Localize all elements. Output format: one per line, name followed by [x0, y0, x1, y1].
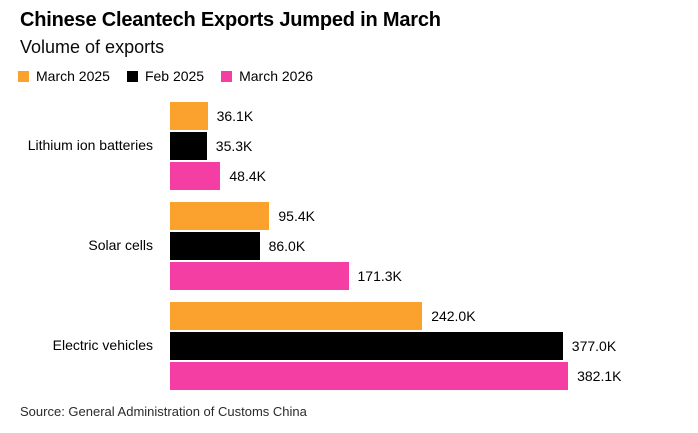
legend-item-march-2026: March 2026	[221, 68, 313, 84]
bar-row: 242.0K	[170, 302, 621, 330]
bar-group-lithium-ion-batteries: Lithium ion batteries 36.1K 35.3K 48.4K	[20, 102, 621, 190]
bar-row: 171.3K	[170, 262, 402, 290]
legend-swatch-icon	[18, 70, 29, 82]
bar-feb-2025	[170, 332, 563, 360]
bar-group-solar-cells: Solar cells 95.4K 86.0K 171.3K	[20, 202, 621, 290]
legend-label: March 2025	[36, 68, 110, 84]
bar-row: 377.0K	[170, 332, 621, 360]
value-label: 35.3K	[215, 138, 253, 154]
value-label: 95.4K	[278, 208, 315, 224]
bar-feb-2025	[170, 132, 207, 160]
category-label: Electric vehicles	[52, 337, 153, 354]
bar-feb-2025	[170, 232, 260, 260]
value-label: 48.4K	[229, 168, 266, 184]
category-label: Lithium ion batteries	[27, 137, 153, 154]
bar-group-electric-vehicles: Electric vehicles 242.0K 377.0K 382.1K	[20, 302, 621, 390]
bar-march-2026	[170, 262, 349, 290]
bar-march-2025	[170, 302, 423, 330]
value-label: 382.1K	[577, 368, 622, 384]
value-label: 242.0K	[431, 308, 476, 324]
bar-row: 48.4K	[170, 162, 266, 190]
chart-subtitle: Volume of exports	[20, 37, 165, 57]
category-label: Solar cells	[88, 237, 153, 254]
bar-march-2026	[170, 362, 569, 390]
legend-item-march-2025: March 2025	[18, 68, 110, 84]
legend-swatch-icon	[126, 70, 138, 82]
bar-row: 382.1K	[170, 362, 621, 390]
bar-stack: 242.0K 377.0K 382.1K	[170, 302, 621, 390]
bar-row: 35.3K	[170, 132, 266, 160]
bar-row: 36.1K	[170, 102, 266, 130]
grouped-bar-chart: Lithium ion batteries 36.1K 35.3K 48.4K Sola…	[20, 102, 621, 390]
bar-march-2025	[170, 202, 270, 230]
legend-label: March 2026	[239, 68, 314, 84]
bar-march-2025	[170, 102, 208, 130]
legend: March 2025 Feb 2025 March 2026	[18, 68, 313, 84]
legend-swatch-icon	[221, 70, 233, 82]
bar-row: 95.4K	[170, 202, 402, 230]
legend-item-feb-2025: Feb 2025	[126, 68, 205, 84]
bar-row: 86.0K	[170, 232, 402, 260]
value-label: 171.3K	[357, 268, 402, 284]
value-label: 86.0K	[268, 238, 306, 254]
legend-label: Feb 2025	[144, 68, 205, 84]
bar-stack: 36.1K 35.3K 48.4K	[170, 102, 266, 190]
source-note: Source: General Administration of Custom…	[20, 404, 307, 419]
chart-title: Chinese Cleantech Exports Jumped in Marc…	[20, 9, 441, 31]
bar-stack: 95.4K 86.0K 171.3K	[170, 202, 402, 290]
value-label: 377.0K	[571, 338, 617, 354]
value-label: 36.1K	[216, 108, 254, 124]
bar-march-2026	[170, 162, 221, 190]
